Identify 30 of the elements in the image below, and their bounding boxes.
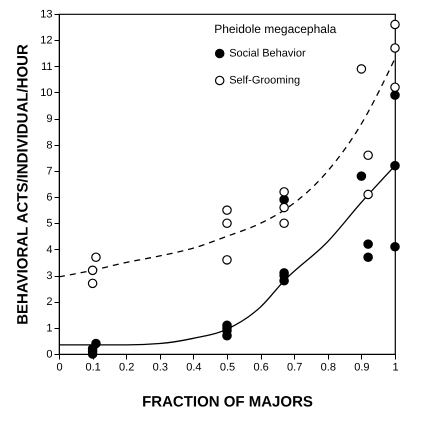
x-tick-label: 0.2 (119, 362, 134, 374)
legend-label: Social Behavior (229, 48, 306, 60)
x-tick-label: 1 (392, 362, 399, 374)
x-tick-label: 0.3 (152, 362, 168, 374)
y-tick-label: 10 (40, 86, 52, 99)
y-tick-label: 13 (40, 8, 52, 20)
y-tick-label: 12 (40, 34, 52, 47)
x-tick-label: 0 (56, 362, 63, 374)
y-axis-title: BEHAVIORAL ACTS/INDIVIDUAL/HOUR (14, 44, 32, 325)
x-tick-label: 0.8 (320, 362, 336, 374)
x-tick-label: 0.1 (85, 362, 101, 374)
legend-label: Self-Grooming (229, 74, 300, 86)
x-tick-label: 0.7 (287, 362, 302, 374)
y-tick-label: 8 (46, 139, 52, 152)
y-tick-label: 0 (46, 348, 52, 360)
y-tick-label: 11 (41, 60, 52, 73)
legend-title: Pheidole megacephala (214, 22, 337, 36)
x-tick-label: 0.9 (354, 362, 370, 374)
y-tick-label: 9 (46, 113, 52, 126)
x-axis-title: FRACTION OF MAJORS (142, 394, 313, 410)
y-tick-label: 3 (46, 270, 52, 282)
y-tick-label: 4 (46, 244, 52, 256)
x-tick-label: 0.4 (186, 362, 202, 374)
y-tick-label: 7 (46, 165, 52, 178)
y-tick-label: 2 (46, 296, 52, 308)
x-tick-label: 0.6 (253, 362, 269, 374)
x-tick-label: 0.5 (220, 362, 236, 374)
y-tick-label: 6 (46, 192, 52, 204)
y-tick-label: 5 (46, 218, 52, 230)
y-tick-label: 1 (46, 322, 52, 334)
